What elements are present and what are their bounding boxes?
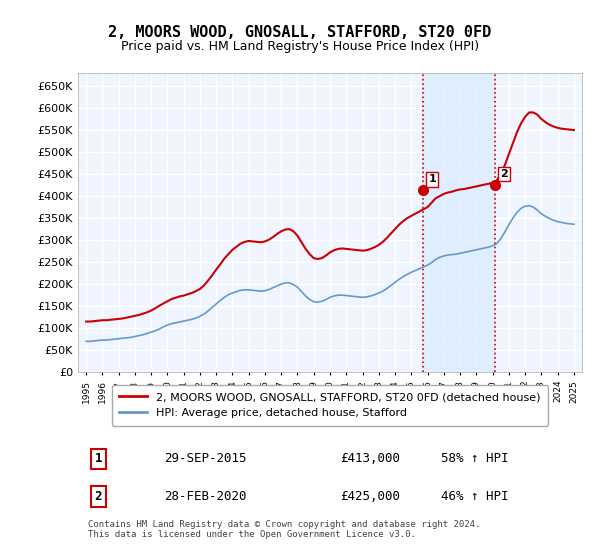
Text: £413,000: £413,000 — [340, 452, 400, 465]
Text: 2, MOORS WOOD, GNOSALL, STAFFORD, ST20 0FD: 2, MOORS WOOD, GNOSALL, STAFFORD, ST20 0… — [109, 25, 491, 40]
Text: 1: 1 — [428, 174, 436, 184]
Text: 2: 2 — [94, 490, 102, 503]
Text: 1: 1 — [94, 452, 102, 465]
Text: £425,000: £425,000 — [340, 490, 400, 503]
Legend: 2, MOORS WOOD, GNOSALL, STAFFORD, ST20 0FD (detached house), HPI: Average price,: 2, MOORS WOOD, GNOSALL, STAFFORD, ST20 0… — [112, 385, 548, 426]
Bar — [424, 73, 496, 372]
Text: Price paid vs. HM Land Registry's House Price Index (HPI): Price paid vs. HM Land Registry's House … — [121, 40, 479, 53]
Text: Contains HM Land Registry data © Crown copyright and database right 2024.
This d: Contains HM Land Registry data © Crown c… — [88, 520, 481, 539]
Text: 29-SEP-2015: 29-SEP-2015 — [164, 452, 246, 465]
Text: 28-FEB-2020: 28-FEB-2020 — [164, 490, 246, 503]
Text: 2: 2 — [500, 169, 508, 179]
Text: 46% ↑ HPI: 46% ↑ HPI — [441, 490, 508, 503]
Text: 58% ↑ HPI: 58% ↑ HPI — [441, 452, 508, 465]
